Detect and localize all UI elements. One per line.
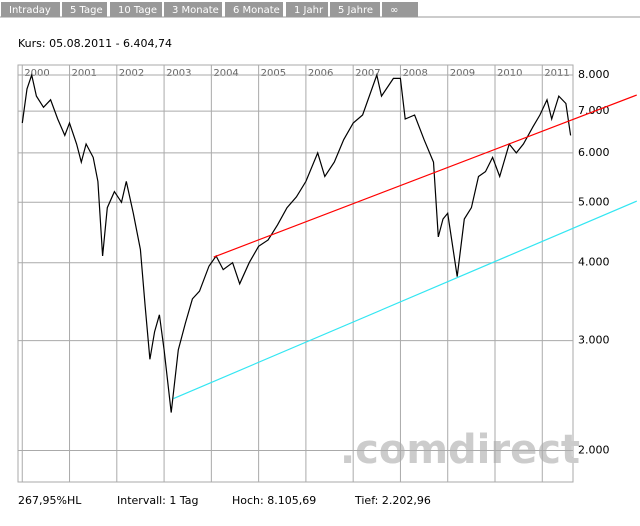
trend-line	[173, 200, 638, 400]
tab[interactable]	[330, 2, 380, 17]
y-tick-label: 6.000	[578, 146, 610, 159]
y-tick-label: 4.000	[578, 256, 610, 269]
tab-label[interactable]: 1 Jahr	[294, 5, 324, 16]
tab-label[interactable]: 10 Tage	[118, 5, 157, 16]
tab[interactable]	[286, 2, 328, 17]
footer-text: Hoch: 8.105,69	[232, 494, 316, 507]
x-tick-label: 2009	[450, 68, 475, 79]
x-tick-label: 2000	[24, 68, 49, 79]
footer-text: 267,95%HL	[18, 494, 82, 507]
trend-line	[213, 94, 638, 258]
tab-label[interactable]: ∞	[390, 5, 398, 16]
x-tick-label: 2003	[166, 68, 191, 79]
x-tick-label: 2006	[308, 68, 333, 79]
x-tick-label: 2005	[261, 68, 286, 79]
y-tick-label: 5.000	[578, 195, 610, 208]
y-tick-label: 3.000	[578, 334, 610, 347]
tab[interactable]	[1, 2, 60, 17]
footer-text: Tief: 2.202,96	[354, 494, 431, 507]
y-tick-label: 8.000	[578, 68, 610, 81]
price-line	[21, 72, 572, 413]
tab-label[interactable]: 6 Monate	[233, 5, 280, 16]
x-tick-label: 2008	[402, 68, 427, 79]
x-tick-label: 2007	[355, 68, 380, 79]
x-tick-label: 2011	[544, 68, 569, 79]
tab[interactable]	[62, 2, 107, 17]
x-tick-label: 2010	[497, 68, 522, 79]
tab-label[interactable]: 3 Monate	[172, 5, 219, 16]
plot-area	[17, 64, 574, 483]
tab[interactable]	[110, 2, 162, 17]
x-tick-label: 2001	[72, 68, 97, 79]
tab[interactable]	[225, 2, 283, 17]
y-tick-label: 2.000	[578, 443, 610, 456]
tab[interactable]	[382, 2, 418, 17]
tab-label[interactable]: 5 Jahre	[338, 5, 373, 16]
chart-title: Kurs: 05.08.2011 - 6.404,74	[18, 37, 172, 50]
tab-label[interactable]: 5 Tage	[70, 5, 103, 16]
tab[interactable]	[164, 2, 222, 17]
footer-text: Intervall: 1 Tag	[117, 494, 199, 507]
x-tick-label: 2004	[213, 68, 238, 79]
tab-label[interactable]: Intraday	[9, 5, 51, 16]
x-tick-label: 2002	[119, 68, 144, 79]
